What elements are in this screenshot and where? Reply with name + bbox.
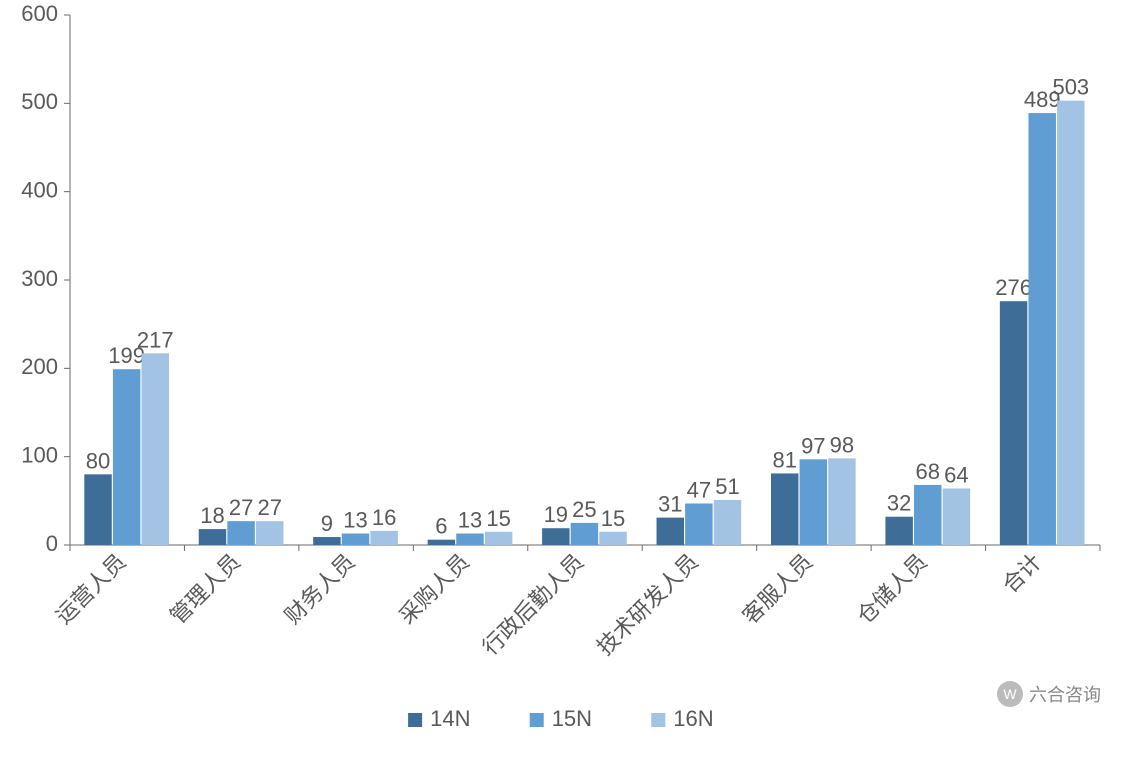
bar-value-label: 16 (372, 505, 396, 530)
bar (771, 473, 798, 545)
bar-value-label: 64 (944, 462, 968, 487)
category-label: 技术研发人员 (592, 549, 703, 660)
bar-value-label: 15 (486, 506, 510, 531)
bar-value-label: 25 (572, 497, 596, 522)
bar-value-label: 32 (887, 491, 911, 516)
legend-label: 14N (430, 706, 470, 731)
y-tick-label: 100 (21, 442, 58, 467)
bar-value-label: 13 (458, 508, 482, 533)
legend-swatch (530, 713, 544, 727)
watermark: W 六合咨询 (997, 681, 1101, 707)
bar (1057, 101, 1084, 545)
wechat-icon: W (997, 681, 1023, 707)
bar-value-label: 98 (830, 432, 854, 457)
bar (84, 474, 111, 545)
bar-value-label: 9 (321, 511, 333, 536)
bar-value-label: 18 (200, 503, 224, 528)
bar (714, 500, 741, 545)
bar (657, 518, 684, 545)
bar (456, 534, 483, 545)
bar-value-label: 47 (687, 477, 711, 502)
bar-value-label: 13 (343, 508, 367, 533)
category-label: 运营人员 (51, 549, 131, 629)
bar (914, 485, 941, 545)
bar (800, 459, 827, 545)
category-label: 客服人员 (738, 549, 818, 629)
bar (685, 503, 712, 545)
bar-value-label: 276 (995, 275, 1032, 300)
bar (199, 529, 226, 545)
y-tick-label: 400 (21, 177, 58, 202)
bar (227, 521, 254, 545)
bar (342, 534, 369, 545)
bar (113, 369, 140, 545)
bar-value-label: 19 (544, 502, 568, 527)
bar (142, 353, 169, 545)
bar (1028, 113, 1055, 545)
bar-value-label: 6 (435, 514, 447, 539)
y-tick-label: 600 (21, 1, 58, 26)
bar-chart: 0100200300400500600运营人员80199217管理人员18272… (0, 0, 1121, 757)
chart-container: 0100200300400500600运营人员80199217管理人员18272… (0, 0, 1121, 757)
bar (828, 458, 855, 545)
bar-value-label: 68 (916, 459, 940, 484)
watermark-text: 六合咨询 (1029, 681, 1101, 707)
bar (885, 517, 912, 545)
bar (542, 528, 569, 545)
bar (313, 537, 340, 545)
category-label: 仓储人员 (852, 549, 932, 629)
legend-label: 16N (673, 706, 713, 731)
bar-value-label: 27 (229, 495, 253, 520)
y-tick-label: 200 (21, 354, 58, 379)
bar (256, 521, 283, 545)
bar-value-label: 97 (801, 433, 825, 458)
bar (428, 540, 455, 545)
bar-value-label: 27 (257, 495, 281, 520)
bar (599, 532, 626, 545)
bar-value-label: 51 (715, 474, 739, 499)
bar (943, 488, 970, 545)
bar-value-label: 15 (601, 506, 625, 531)
legend-swatch (408, 713, 422, 727)
bar (571, 523, 598, 545)
y-tick-label: 500 (21, 89, 58, 114)
category-label: 财务人员 (280, 549, 360, 629)
y-tick-label: 300 (21, 266, 58, 291)
category-label: 采购人员 (394, 549, 474, 629)
category-label: 管理人员 (165, 549, 245, 629)
y-tick-label: 0 (46, 531, 58, 556)
bar (485, 532, 512, 545)
legend-label: 15N (552, 706, 592, 731)
bar (1000, 301, 1027, 545)
bar-value-label: 217 (137, 327, 174, 352)
bar-value-label: 31 (658, 492, 682, 517)
legend-swatch (651, 713, 665, 727)
category-label: 合计 (998, 549, 1047, 598)
bar-value-label: 80 (86, 448, 110, 473)
bar (370, 531, 397, 545)
bar-value-label: 81 (772, 447, 796, 472)
bar-value-label: 503 (1052, 75, 1089, 100)
category-label: 行政后勤人员 (478, 549, 589, 660)
